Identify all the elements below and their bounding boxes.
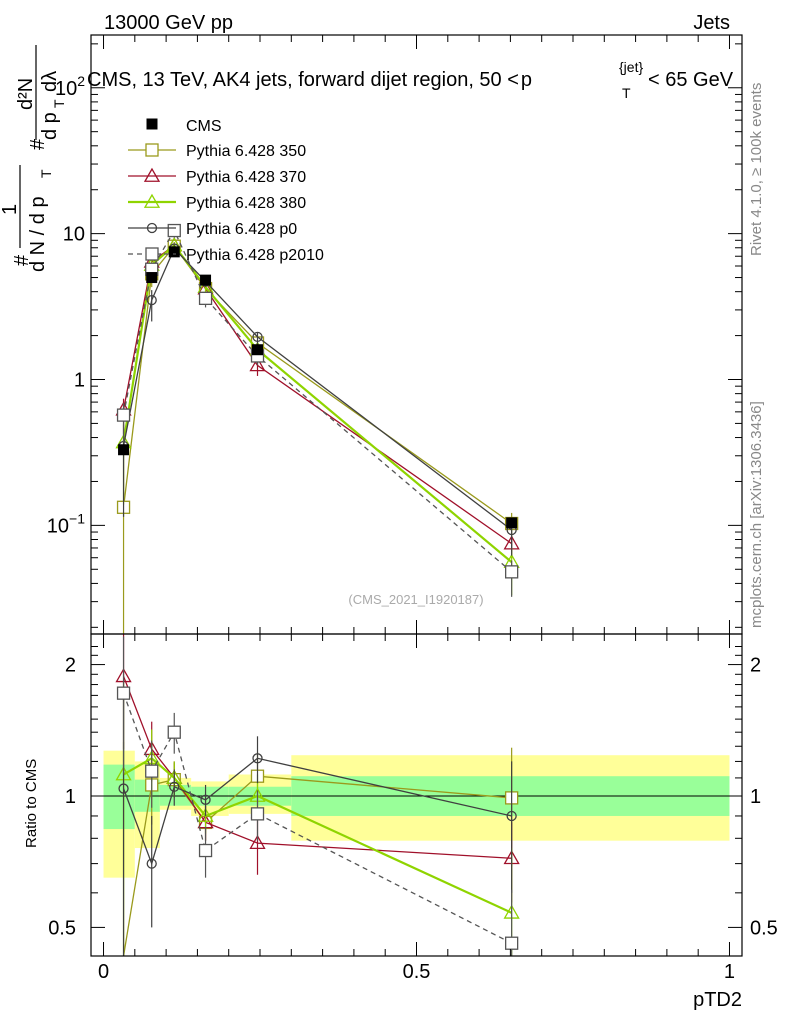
mcplots-label: mcplots.cern.ch [arXiv:1306.3436] — [748, 401, 765, 628]
series-line-p350 — [122, 245, 513, 525]
jets-label: Jets — [693, 12, 730, 34]
main-panel: 10−1 1 10 102 — [47, 34, 743, 635]
legend-label-p370: Pythia 6.428 370 — [186, 169, 306, 186]
series-line-p370 — [122, 244, 513, 545]
data-point-p370 — [249, 357, 266, 372]
y-tick-label: 10−1 — [47, 510, 85, 537]
ratio-point-p2010 — [504, 936, 519, 950]
ratio-point-p2010 — [167, 725, 181, 739]
y-label-frac1-num: 1 — [0, 204, 21, 215]
ratio-point-p2010 — [145, 764, 159, 778]
x-tick-label: 1 — [724, 961, 735, 983]
ratio-y-tick-label: 0.5 — [48, 917, 76, 939]
title-sub: T — [622, 85, 631, 101]
y-axis-label: # 1 d N / d p T # d²N d p T dλ — [0, 45, 67, 272]
ratio-y-tick-label: 2 — [65, 655, 76, 677]
y-label-hash1: # — [11, 254, 33, 266]
y-tick-label: 10 — [63, 224, 85, 246]
data-point-p2010 — [504, 565, 519, 579]
ratio-point-p370 — [249, 834, 266, 849]
ratio-line-p2010 — [122, 692, 512, 944]
title-tail: < 65 GeV — [648, 69, 734, 91]
y-label-frac1-den-sub: T — [38, 169, 54, 178]
ratio-point-p0 — [118, 783, 129, 794]
title-p: p — [521, 69, 532, 91]
ratio-point-p2010 — [116, 686, 131, 700]
data-point-p2010 — [198, 291, 213, 306]
ratio-point-p0 — [146, 858, 157, 869]
legend-label-p2010: Pythia 6.428 p2010 — [186, 247, 324, 264]
ratio-point-p2010 — [250, 807, 265, 821]
ratio-y-tick-label-right: 1 — [750, 786, 761, 808]
x-tick-label: 0 — [98, 961, 109, 983]
data-point-cms — [252, 344, 264, 356]
ratio-point-p0 — [506, 810, 517, 822]
y-tick-label: 102 — [55, 73, 85, 100]
legend-marker-p380 — [143, 193, 161, 208]
data-point-cms — [146, 272, 158, 284]
collision-label: 13000 GeV pp — [104, 12, 233, 34]
ratio-point-p380 — [197, 807, 214, 822]
x-tick-label: 0.5 — [403, 961, 431, 983]
series-line-p0 — [122, 247, 513, 531]
title-main: CMS, 13 TeV, AK4 jets, forward dijet reg… — [87, 69, 519, 91]
y-tick-label: 1 — [74, 370, 85, 392]
y-label-hash2: # — [27, 138, 49, 150]
legend-marker-p0 — [146, 222, 158, 234]
data-point-p0 — [252, 331, 263, 343]
data-point-p0 — [146, 294, 157, 306]
y-label-frac2-num: d²N — [15, 78, 37, 110]
data-point-cms — [200, 274, 212, 286]
series-line-p380 — [122, 243, 513, 563]
ratio-y-tick-label-right: 2 — [750, 655, 761, 677]
ratio-point-p0 — [252, 753, 263, 764]
ratio-y-tick-label: 1 — [65, 786, 76, 808]
y-label-frac2-den-sub: T — [51, 99, 67, 108]
title-sup: {jet} — [619, 59, 643, 75]
ratio-y-tick-label-right: 0.5 — [750, 917, 778, 939]
ratio-line-p370 — [122, 676, 512, 859]
ratio-y-label: Ratio to CMS — [23, 759, 40, 848]
legend-label-cms: CMS — [186, 118, 222, 135]
ratio-panel: 0.5 0.5 1 1 2 2 0 0.5 1 — [48, 633, 778, 983]
svg-text:CMS, 13 TeV, AK4 jets, forward: CMS, 13 TeV, AK4 jets, forward dijet reg… — [87, 69, 532, 91]
y-label-frac1-den: d N / d p — [27, 196, 49, 272]
data-point-cms — [506, 517, 518, 529]
data-point-p2010 — [167, 223, 181, 238]
legend: CMS Pythia 6.428 350 Pythia 6.428 370 Pythi… — [128, 118, 324, 264]
x-axis-label: pTD2 — [693, 989, 742, 1011]
ratio-point-p2010 — [198, 843, 213, 858]
reference-id: (CMS_2021_I1920187) — [348, 592, 483, 607]
legend-label-p380: Pythia 6.428 380 — [186, 195, 306, 212]
ratio-point-p0 — [169, 781, 180, 792]
legend-marker-cms — [146, 118, 158, 130]
y-label-frac2-den: d p — [39, 112, 61, 140]
plot-title: CMS, 13 TeV, AK4 jets, forward dijet reg… — [87, 59, 734, 101]
ratio-line-p380 — [123, 756, 513, 914]
data-point-cms — [118, 444, 130, 456]
rivet-label: Rivet 4.1.0, ≥ 100k events — [748, 83, 765, 256]
y-label-frac2-den-tail: dλ — [39, 71, 61, 92]
legend-label-p0: Pythia 6.428 p0 — [186, 221, 297, 238]
legend-marker-p350 — [145, 143, 159, 157]
legend-marker-p370 — [143, 167, 161, 182]
legend-label-p350: Pythia 6.428 350 — [186, 143, 306, 160]
ratio-point-p0 — [200, 794, 211, 805]
data-point-cms — [168, 246, 180, 258]
legend-marker-p2010 — [145, 247, 159, 261]
data-point-p2010 — [116, 408, 131, 422]
